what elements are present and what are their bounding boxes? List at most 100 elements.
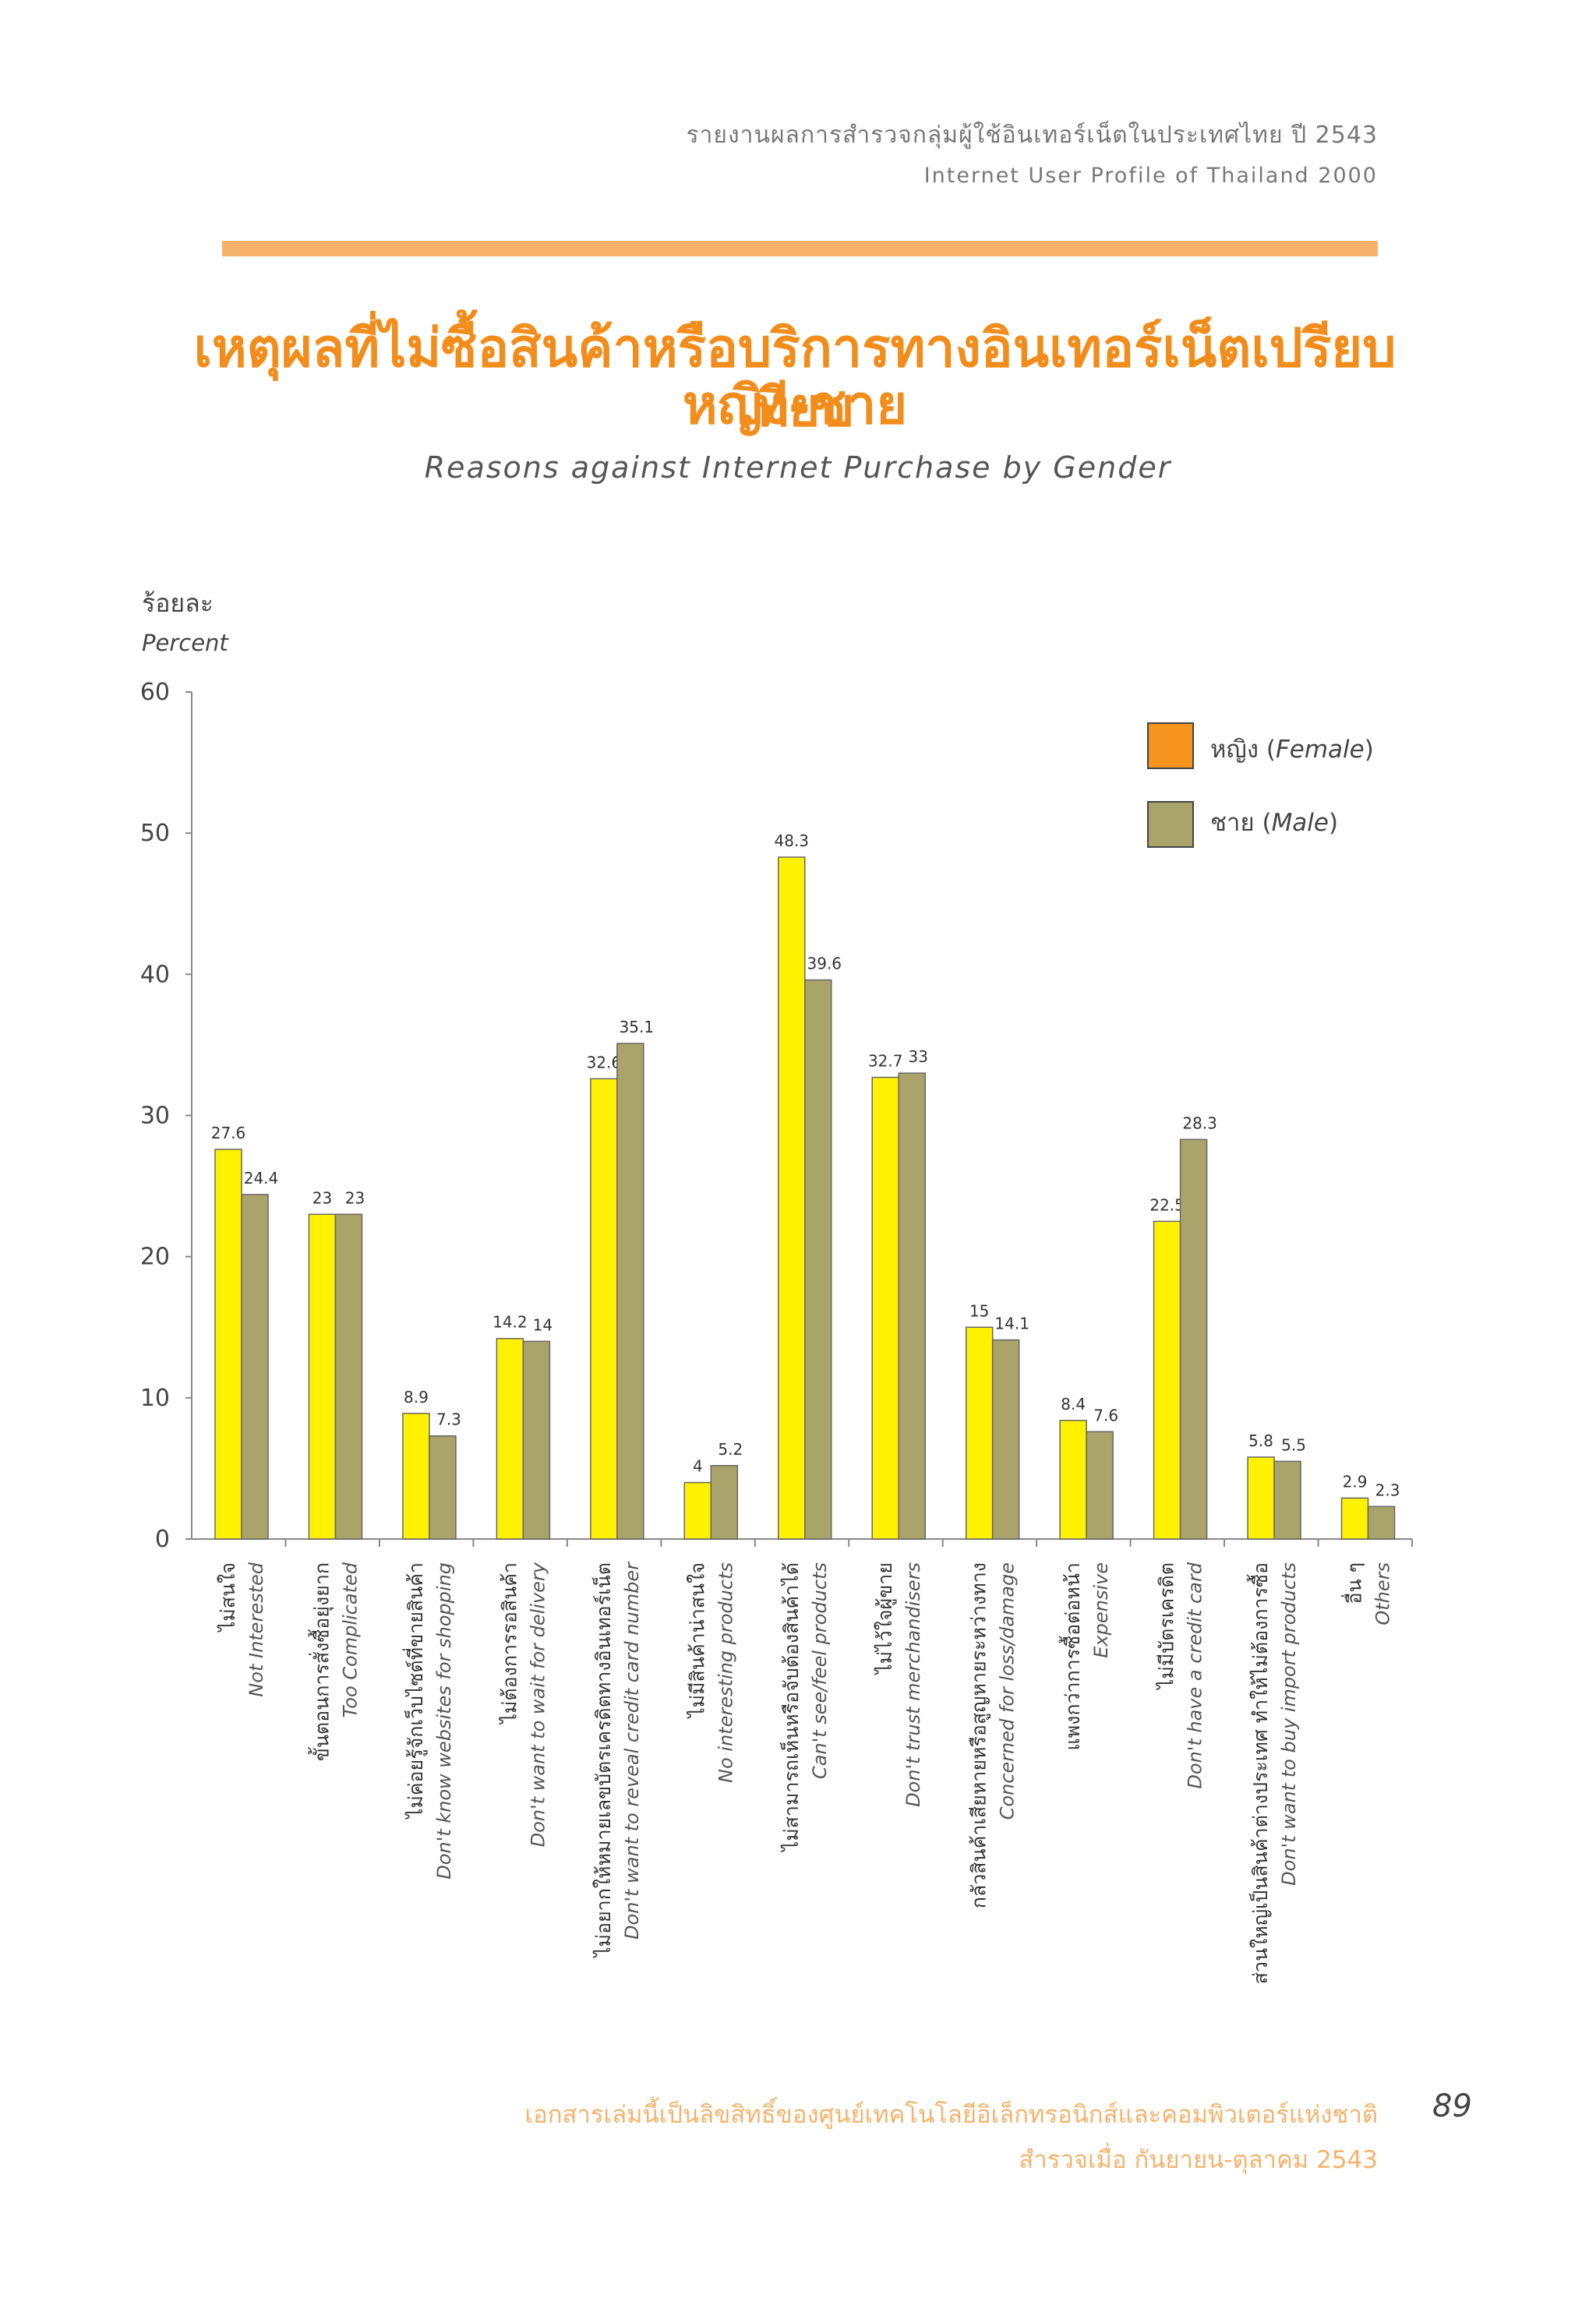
- data-label-male: 24.4: [244, 1169, 279, 1188]
- legend-swatch-male: [1147, 801, 1194, 848]
- bar-female: [683, 1481, 712, 1540]
- data-label-male: 23: [345, 1188, 365, 1207]
- x-tick-label-english: Can't see/feel products: [809, 1562, 831, 1779]
- bar-male: [522, 1340, 551, 1540]
- data-label-female: 8.9: [404, 1388, 429, 1407]
- x-tick-label-english: Don't want to wait for delivery: [527, 1562, 549, 1847]
- x-tick-label-thai: ไม่มีสินค้าน่าสนใจ: [686, 1562, 708, 1719]
- bar-female: [871, 1076, 899, 1540]
- y-tick-label: 60: [140, 679, 170, 706]
- x-tick-label-thai: ไม่อยากให้หมายเลขบัตรเครดิตทางอินเทอร์เน…: [591, 1562, 615, 1958]
- data-label-female: 27.6: [211, 1124, 246, 1142]
- data-label-female: 4: [693, 1457, 703, 1476]
- bar-male: [1367, 1505, 1396, 1540]
- data-label-female: 2.9: [1343, 1472, 1368, 1491]
- chart-title-thai-line2: หญิง-ชาย: [682, 375, 908, 436]
- chart-title-thai-line1: เหตุผลที่ไม่ซื้อสินค้าหรือบริการทางอินเท…: [193, 318, 1396, 439]
- bar-male: [241, 1194, 269, 1540]
- bar-male: [616, 1043, 644, 1540]
- bar-female: [496, 1337, 524, 1540]
- page-number: 89: [1432, 2088, 1472, 2124]
- bar-female: [308, 1213, 337, 1540]
- legend-label-female: หญิง (Female): [1210, 736, 1374, 764]
- x-tick-label-thai: ไม่สนใจ: [217, 1562, 239, 1633]
- bar-male: [898, 1072, 926, 1540]
- data-label-female: 22.5: [1149, 1195, 1185, 1214]
- header-rule: [222, 241, 1378, 256]
- data-label-female: 32.7: [868, 1052, 903, 1071]
- bar-male: [710, 1465, 739, 1540]
- x-tick-label-english: Don't know websites for shopping: [433, 1562, 455, 1880]
- bar-male: [1179, 1138, 1208, 1540]
- data-label-male: 5.2: [718, 1440, 743, 1459]
- y-tick-label: 30: [140, 1103, 170, 1130]
- x-tick-label-thai: แพงกว่าการซื้อต่อหน้า: [1058, 1562, 1084, 1750]
- bar-female: [402, 1413, 430, 1540]
- footer-survey-date: สำรวจเมื่อ กันยายน-ตุลาคม 2543: [1019, 2146, 1378, 2174]
- bar-male: [1273, 1460, 1301, 1540]
- data-label-female: 48.3: [775, 831, 810, 850]
- footer-copyright: เอกสารเล่มนี้เป็นลิขสิทธิ์ของศูนย์เทคโนโ…: [524, 2101, 1378, 2129]
- y-tick-label: 0: [155, 1526, 170, 1553]
- bar-female: [778, 856, 806, 1540]
- data-label-female: 8.4: [1061, 1395, 1086, 1414]
- x-tick-label-thai: ไม่มีบัตรเครดิต: [1156, 1562, 1178, 1690]
- bar-male: [991, 1339, 1020, 1540]
- x-tick-label-english: No interesting products: [715, 1562, 736, 1783]
- x-tick-label-english: Don't want to buy import products: [1278, 1562, 1300, 1886]
- report-header-thai: รายงานผลการสำรวจกลุ่มผู้ใช้อินเทอร์เน็ตใ…: [686, 122, 1378, 149]
- x-tick-label-thai: ไม่ไว้ใจผู้ขาย: [874, 1562, 897, 1675]
- bar-female: [965, 1326, 994, 1540]
- data-label-female: 32.6: [587, 1053, 622, 1071]
- x-tick-label-thai: ส่วนใหญ่เป็นสินค้าต่างประเทศ ทำให้ไม่ต้อ…: [1246, 1562, 1272, 1984]
- bar-female: [1247, 1456, 1275, 1540]
- data-label-male: 35.1: [620, 1018, 655, 1036]
- y-tick-label: 10: [140, 1385, 170, 1412]
- bar-female: [1153, 1220, 1181, 1540]
- data-label-male: 7.3: [436, 1410, 461, 1429]
- y-axis-label: Percent: [142, 630, 229, 656]
- x-tick-label-english: Expensive: [1090, 1562, 1112, 1658]
- data-label-male: 39.6: [807, 955, 842, 973]
- data-label-female: 23: [312, 1188, 332, 1207]
- y-tick-label: 50: [140, 820, 170, 847]
- x-tick-label-thai: อื่น ๆ: [1341, 1562, 1366, 1604]
- x-tick-label-english: Don't trust merchandisers: [902, 1562, 924, 1807]
- bar-female: [590, 1078, 618, 1540]
- data-label-male: 28.3: [1182, 1114, 1217, 1132]
- legend-label-male: ชาย (Male): [1210, 809, 1338, 837]
- data-label-male: 14.1: [994, 1315, 1029, 1333]
- x-tick-label-english: Others: [1372, 1562, 1394, 1625]
- bar-female: [1059, 1420, 1087, 1540]
- bar-male: [804, 979, 832, 1540]
- x-tick-label-english: Too Complicated: [339, 1562, 361, 1717]
- bar-chart: ร้อยละ Percent 0 10 20 30 40 50 60 27.6 24.4 ไม่สนใ…: [140, 588, 1413, 1984]
- y-tick-label: 40: [140, 961, 170, 988]
- y-axis-label-thai: ร้อยละ: [142, 588, 214, 618]
- bar-male: [1086, 1431, 1114, 1540]
- x-tick-label-english: Don't want to reveal credit card number: [621, 1561, 643, 1940]
- data-label-female: 15: [969, 1301, 989, 1320]
- x-tick-label-thai: ไม่สามารถเห็นหรือจับต้องสินค้าได้: [779, 1562, 803, 1852]
- x-tick-label-english: Not Interested: [245, 1562, 267, 1696]
- data-label-male: 7.6: [1093, 1406, 1118, 1424]
- x-tick-label-thai: ไม่ต้องการรอสินค้า: [498, 1562, 521, 1725]
- report-header-english: Internet User Profile of Thailand 2000: [923, 164, 1378, 188]
- x-tick-label-thai: ไม่ค่อยรู้จักเว็บไซต์ที่ขายสินค้า: [402, 1562, 428, 1820]
- data-label-male: 14: [533, 1315, 553, 1334]
- data-label-male: 5.5: [1281, 1435, 1306, 1454]
- y-tick-label: 20: [140, 1244, 170, 1271]
- x-tick-label-thai: กลัวสินค้าเสียหายหรือสูญหายระหว่างทาง: [968, 1562, 991, 1908]
- data-label-male: 33: [909, 1047, 928, 1066]
- x-tick-label-english: Don't have a credit card: [1185, 1562, 1206, 1788]
- data-label-female: 14.2: [493, 1313, 528, 1332]
- legend-swatch-female: [1147, 722, 1194, 769]
- bar-female: [1340, 1497, 1369, 1540]
- bar-male: [429, 1435, 457, 1540]
- data-label-female: 5.8: [1248, 1431, 1273, 1450]
- x-tick-label-thai: ขั้นตอนการสั่งซื้อยุ่งยาก: [307, 1562, 334, 1761]
- bar-female: [214, 1149, 242, 1540]
- bar-male: [334, 1213, 363, 1540]
- x-tick-label-english: Concerned for loss/damage: [997, 1562, 1019, 1820]
- chart-title-english: Reasons against Internet Purchase by Gen…: [424, 450, 1172, 485]
